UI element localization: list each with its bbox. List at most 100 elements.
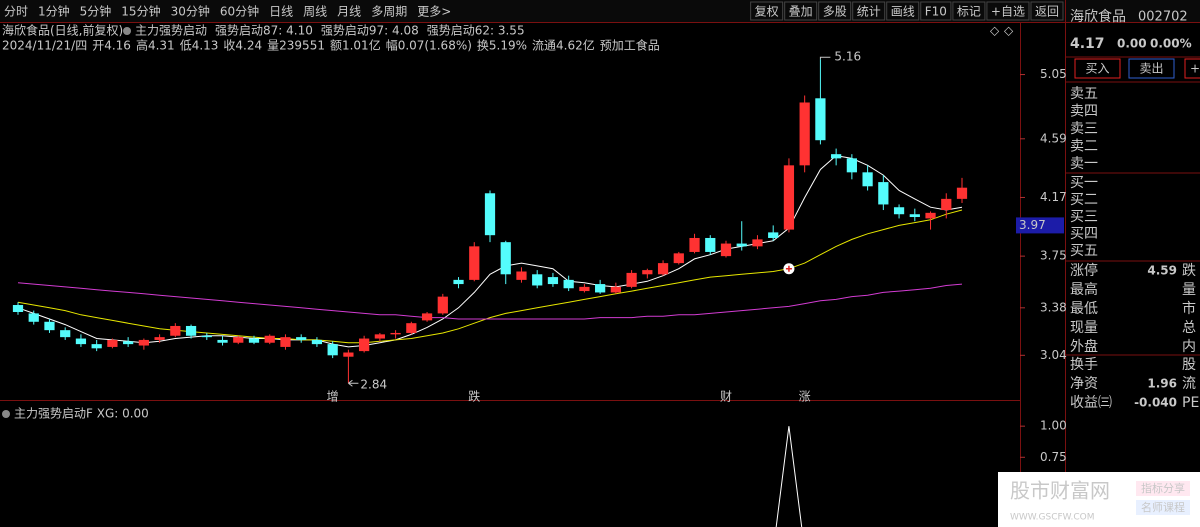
period-tab[interactable]: 15分钟 xyxy=(121,4,160,19)
candle-body xyxy=(233,337,244,343)
quote-info: 高4.31 xyxy=(136,38,175,53)
candle-body xyxy=(941,198,952,211)
candle-body xyxy=(60,330,71,338)
panel-icon[interactable]: ◇ xyxy=(1004,24,1014,38)
ma-line xyxy=(17,155,963,348)
candle-body xyxy=(862,172,873,187)
candle-body xyxy=(610,286,621,293)
candle-body xyxy=(107,339,118,347)
stat-label: PE xyxy=(1182,395,1199,411)
bid-level: 买一 xyxy=(1070,175,1098,191)
stock-title: 海欣食品(日线,前复权) xyxy=(2,23,123,38)
tool-button[interactable]: 返回 xyxy=(1035,5,1059,19)
candle-body xyxy=(532,274,543,286)
tool-button[interactable]: 叠加 xyxy=(789,5,813,19)
period-tab[interactable]: 1分钟 xyxy=(38,4,70,19)
indicator-icon[interactable] xyxy=(2,410,10,418)
ask-level: 卖一 xyxy=(1070,156,1098,172)
panel-icon[interactable]: ◇ xyxy=(990,24,1000,38)
candle-body xyxy=(44,321,55,331)
candle-body xyxy=(75,338,87,345)
ask-level: 卖三 xyxy=(1070,121,1098,137)
legend-item: 强势启动62: 3.55 xyxy=(427,24,525,38)
candle-body xyxy=(925,212,936,219)
trade-button-frame[interactable] xyxy=(1128,58,1175,79)
tool-button[interactable]: 统计 xyxy=(857,5,881,19)
candle-body xyxy=(783,165,795,230)
quote-info: 低4.13 xyxy=(180,39,219,53)
watermark-url: WWW.GSCFW.COM xyxy=(1010,513,1095,523)
event-marker[interactable]: 跌 xyxy=(468,389,480,404)
period-tab[interactable]: 多周期 xyxy=(371,5,407,19)
stat-label: 最高 xyxy=(1070,281,1098,298)
candle-body xyxy=(768,232,779,238)
legend-item: 强势启动97: 4.08 xyxy=(321,24,419,38)
low-label: 2.84 xyxy=(360,378,387,392)
candle-body xyxy=(657,263,669,275)
candle-body xyxy=(280,337,291,347)
stat-label: 净资 xyxy=(1070,376,1098,392)
event-marker[interactable]: 增 xyxy=(327,390,339,404)
tool-button[interactable]: 多股 xyxy=(823,5,847,19)
change: 0.00 xyxy=(1117,37,1147,51)
quote-info: 开4.16 xyxy=(92,39,131,53)
tool-button-frame xyxy=(986,1,1030,21)
trade-button[interactable]: 买入 xyxy=(1085,62,1109,76)
cursor-price-box xyxy=(1016,217,1064,234)
trade-button[interactable]: 卖出 xyxy=(1139,62,1163,76)
candle-body xyxy=(752,239,763,247)
tool-button-frame xyxy=(1030,1,1064,21)
tool-button[interactable]: 标记 xyxy=(957,5,981,19)
candle-body xyxy=(705,237,716,252)
y-tick-label: 3.75 xyxy=(1040,249,1067,263)
candle-body xyxy=(343,352,354,357)
trade-button-frame[interactable] xyxy=(1074,58,1121,79)
stat-label: 内 xyxy=(1182,339,1196,355)
watermark-tag: 指标分享 xyxy=(1141,481,1185,495)
period-tab[interactable]: 分时 xyxy=(4,5,28,19)
indicator-icon[interactable] xyxy=(123,27,131,35)
watermark-tag: 名师课程 xyxy=(1141,500,1185,514)
y-tick-label: 4.17 xyxy=(1040,190,1067,204)
period-tab[interactable]: 月线 xyxy=(337,5,361,19)
candle-body xyxy=(673,253,684,264)
quote-info: 收4.24 xyxy=(223,39,262,53)
tool-button[interactable]: 画线 xyxy=(891,5,915,19)
tool-button[interactable]: +自选 xyxy=(991,5,1025,19)
candle-body xyxy=(217,339,228,343)
candle-body xyxy=(689,237,700,252)
tool-button[interactable]: 复权 xyxy=(755,5,779,19)
stat-label: 涨停 xyxy=(1070,262,1098,279)
period-tab[interactable]: 60分钟 xyxy=(220,4,259,19)
indicator-name: 主力强势启动 xyxy=(135,24,207,38)
quote-info: 换5.19% xyxy=(477,39,527,53)
candle-body xyxy=(831,154,842,159)
candle-body xyxy=(296,337,307,340)
bid-level: 买二 xyxy=(1070,192,1098,208)
candle-body xyxy=(484,193,496,236)
indicator-title: 主力强势启动F XG: 0.00 xyxy=(14,407,149,421)
candle-body xyxy=(327,344,338,356)
period-tab[interactable]: 周线 xyxy=(303,5,327,19)
period-tab[interactable]: 日线 xyxy=(269,5,293,19)
event-marker[interactable]: 涨 xyxy=(799,389,811,404)
period-tab[interactable]: 30分钟 xyxy=(171,4,210,19)
tool-button-frame xyxy=(920,1,952,21)
period-tab[interactable]: 更多> xyxy=(417,5,451,19)
stat-value: 4.59 xyxy=(1147,264,1177,278)
event-marker[interactable]: 财 xyxy=(720,390,732,404)
low-pointer xyxy=(348,379,359,387)
candle-body xyxy=(547,277,559,285)
trade-button[interactable]: + xyxy=(1190,62,1200,76)
stat-label: 收益㈢ xyxy=(1070,395,1112,411)
trade-button-frame[interactable] xyxy=(1184,58,1200,79)
candle-body xyxy=(516,271,527,280)
candle-body xyxy=(956,187,968,199)
tool-button[interactable]: F10 xyxy=(925,5,947,19)
candle-body xyxy=(500,242,511,275)
stat-label: 股 xyxy=(1182,357,1196,373)
period-tab[interactable]: 5分钟 xyxy=(80,4,112,19)
quote-info: 2024/11/21/四 xyxy=(2,39,87,53)
candle-body xyxy=(642,270,653,275)
